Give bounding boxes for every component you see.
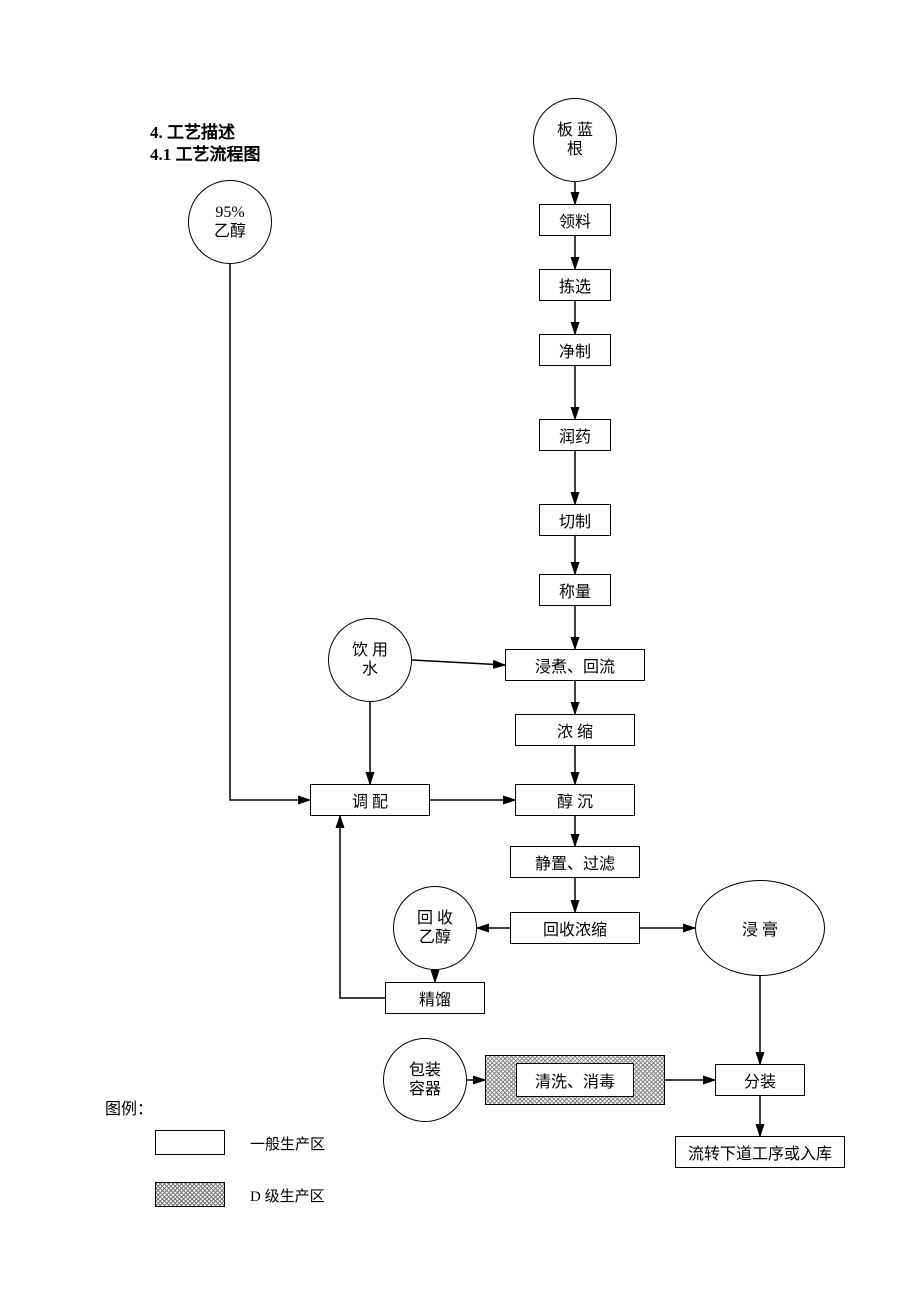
arrows-layer	[0, 0, 920, 1302]
